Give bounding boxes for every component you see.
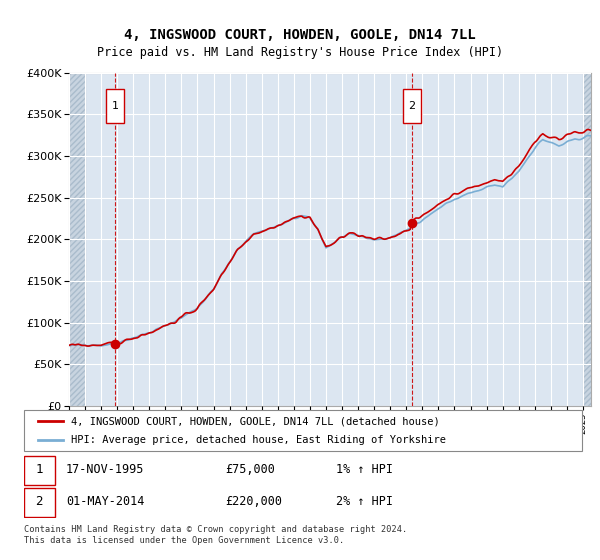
FancyBboxPatch shape	[24, 488, 55, 517]
Text: 17-NOV-1995: 17-NOV-1995	[66, 463, 144, 476]
Text: 2: 2	[408, 101, 415, 111]
Text: 1: 1	[112, 101, 119, 111]
Text: 1% ↑ HPI: 1% ↑ HPI	[337, 463, 394, 476]
Text: HPI: Average price, detached house, East Riding of Yorkshire: HPI: Average price, detached house, East…	[71, 435, 446, 445]
Text: 4, INGSWOOD COURT, HOWDEN, GOOLE, DN14 7LL (detached house): 4, INGSWOOD COURT, HOWDEN, GOOLE, DN14 7…	[71, 417, 440, 426]
Text: 01-MAY-2014: 01-MAY-2014	[66, 496, 144, 508]
FancyBboxPatch shape	[106, 90, 124, 123]
FancyBboxPatch shape	[24, 456, 55, 484]
Text: £75,000: £75,000	[225, 463, 275, 476]
Text: Contains HM Land Registry data © Crown copyright and database right 2024.
This d: Contains HM Land Registry data © Crown c…	[24, 525, 407, 545]
Text: Price paid vs. HM Land Registry's House Price Index (HPI): Price paid vs. HM Land Registry's House …	[97, 46, 503, 59]
Text: £220,000: £220,000	[225, 496, 282, 508]
Text: 4, INGSWOOD COURT, HOWDEN, GOOLE, DN14 7LL: 4, INGSWOOD COURT, HOWDEN, GOOLE, DN14 7…	[124, 28, 476, 42]
FancyBboxPatch shape	[24, 410, 582, 451]
Text: 2% ↑ HPI: 2% ↑ HPI	[337, 496, 394, 508]
Text: 2: 2	[35, 496, 43, 508]
Text: 1: 1	[35, 463, 43, 476]
FancyBboxPatch shape	[403, 90, 421, 123]
